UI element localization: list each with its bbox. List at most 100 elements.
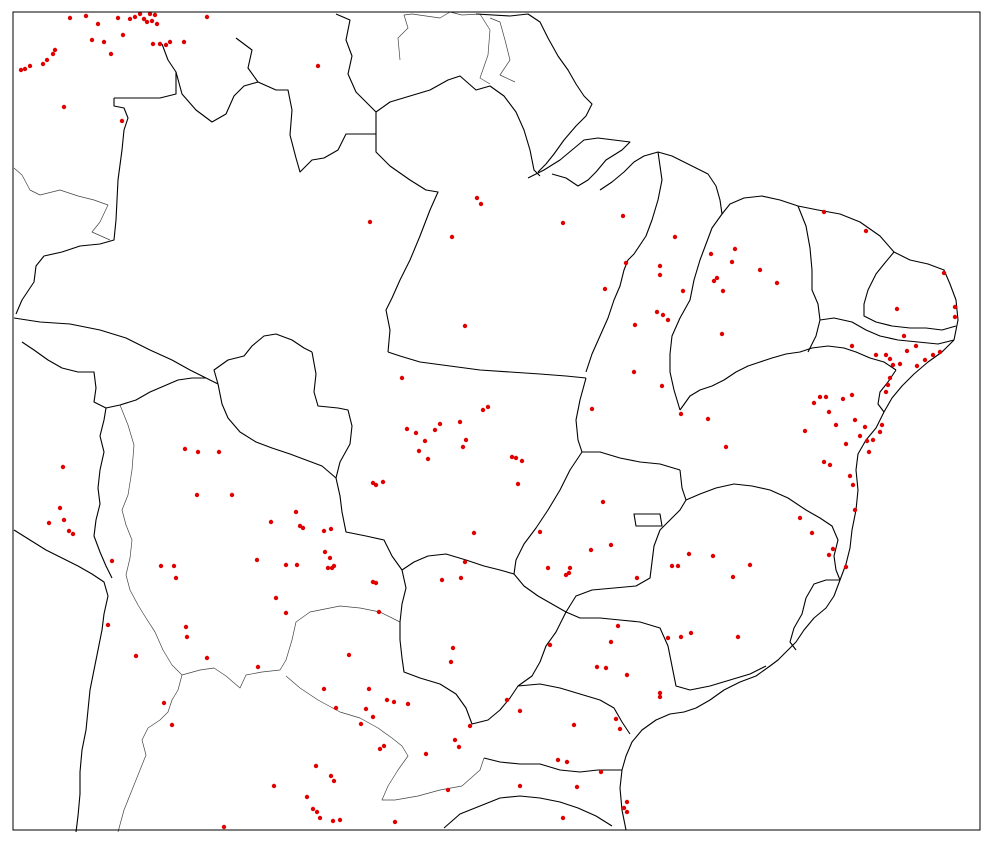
station-point xyxy=(922,357,928,363)
station-point xyxy=(322,549,328,555)
station-point xyxy=(40,61,46,67)
station-point xyxy=(624,672,630,678)
station-point xyxy=(416,448,422,454)
station-point xyxy=(328,526,334,532)
station-point xyxy=(657,694,663,700)
station-point xyxy=(313,763,319,769)
station-point xyxy=(887,356,893,362)
station-point xyxy=(325,565,331,571)
border-goias-west xyxy=(513,451,583,613)
station-point xyxy=(545,565,551,571)
station-point xyxy=(147,11,153,17)
border-bolivia-south xyxy=(181,605,401,689)
station-point xyxy=(163,42,169,48)
station-point xyxy=(70,531,76,537)
station-point xyxy=(154,21,160,27)
border-rondonia xyxy=(217,383,337,479)
station-point xyxy=(132,14,138,20)
station-point xyxy=(182,446,188,452)
station-point xyxy=(774,280,780,286)
station-point xyxy=(849,392,855,398)
station-point xyxy=(849,343,855,349)
station-point xyxy=(329,565,335,571)
station-point xyxy=(458,575,464,581)
station-point xyxy=(732,246,738,252)
station-point xyxy=(675,563,681,569)
station-point xyxy=(449,234,455,240)
station-point xyxy=(204,14,210,20)
station-point xyxy=(380,479,386,485)
station-point xyxy=(852,507,858,513)
station-point xyxy=(333,705,339,711)
station-point xyxy=(519,458,525,464)
station-point xyxy=(413,430,419,436)
station-point xyxy=(460,444,466,450)
station-point xyxy=(271,783,277,789)
station-point xyxy=(672,234,678,240)
station-point xyxy=(574,784,580,790)
station-point xyxy=(802,428,808,434)
station-point xyxy=(450,645,456,651)
station-point xyxy=(711,278,717,284)
station-point xyxy=(67,15,73,21)
station-points xyxy=(18,11,958,830)
station-point xyxy=(657,263,663,269)
station-point xyxy=(109,558,115,564)
border-mato-grosso-south xyxy=(311,351,515,575)
station-point xyxy=(27,63,33,69)
station-point xyxy=(167,39,173,45)
station-point xyxy=(817,394,823,400)
station-point xyxy=(95,21,101,27)
station-point xyxy=(843,441,849,447)
border-rondonia-north xyxy=(213,333,313,385)
station-point xyxy=(680,288,686,294)
station-point xyxy=(613,716,619,722)
station-point xyxy=(602,286,608,292)
station-point xyxy=(885,382,891,388)
station-point xyxy=(632,322,638,328)
station-point xyxy=(624,809,630,815)
station-point xyxy=(571,722,577,728)
station-point xyxy=(708,251,714,257)
station-point xyxy=(821,209,827,215)
station-point xyxy=(22,66,28,72)
station-point xyxy=(66,528,72,534)
station-point xyxy=(555,757,561,763)
station-point xyxy=(797,515,803,521)
station-point xyxy=(437,421,443,427)
station-point xyxy=(183,624,189,630)
station-point xyxy=(377,746,383,752)
station-point xyxy=(463,437,469,443)
station-point xyxy=(367,219,373,225)
station-point xyxy=(89,37,95,43)
station-point xyxy=(457,419,463,425)
station-point xyxy=(608,639,614,645)
station-point xyxy=(634,575,640,581)
border-amazonas-para xyxy=(375,134,439,353)
coast-north xyxy=(599,151,959,341)
station-point xyxy=(445,787,451,793)
station-point xyxy=(474,195,480,201)
station-point xyxy=(883,352,889,358)
station-point xyxy=(158,563,164,569)
border-bahia-north xyxy=(679,345,897,411)
border-minas-gerais xyxy=(565,499,767,691)
station-point xyxy=(660,312,666,318)
station-point xyxy=(757,267,763,273)
station-point xyxy=(952,304,958,310)
station-point xyxy=(366,686,372,692)
border-amazonas-north-edge xyxy=(114,43,177,99)
station-point xyxy=(57,505,63,511)
station-point xyxy=(373,482,379,488)
station-point xyxy=(857,433,863,439)
station-point xyxy=(404,426,410,432)
station-point xyxy=(204,655,210,661)
border-maranhao-piaui xyxy=(669,213,723,411)
station-point xyxy=(346,652,352,658)
border-amazonas-west xyxy=(15,98,129,315)
station-point xyxy=(60,464,66,470)
station-point xyxy=(169,722,175,728)
station-point xyxy=(194,492,200,498)
station-point xyxy=(914,363,920,369)
